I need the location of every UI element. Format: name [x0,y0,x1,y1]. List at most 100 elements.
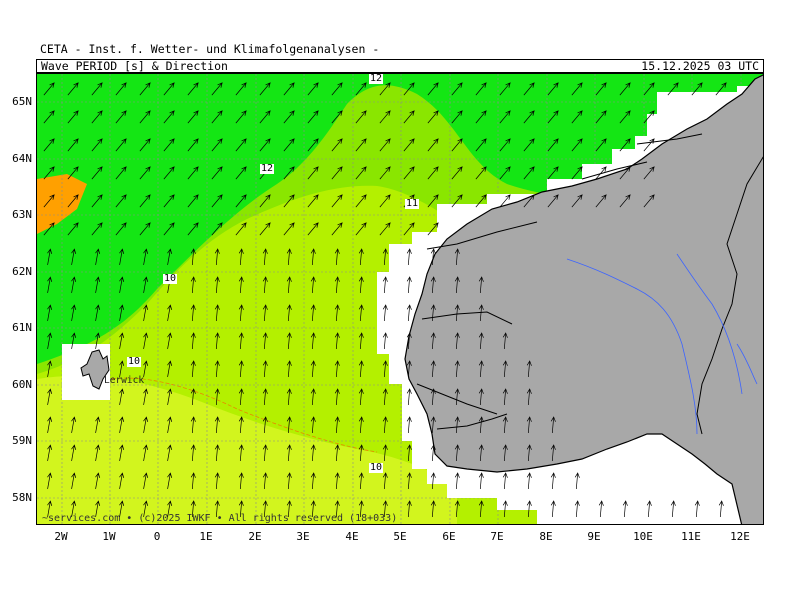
wave-arrow [715,82,727,96]
wave-arrow [430,360,436,378]
wave-arrow [67,82,79,96]
wave-arrow [358,388,364,406]
wave-arrow [91,138,103,152]
wave-arrow [259,110,271,124]
wave-arrow [283,166,295,180]
lat-label-58n: 58N [12,491,32,504]
wave-arrow [167,304,173,321]
contour-label-12: 12 [369,73,384,84]
wave-arrow [427,110,439,124]
wave-arrow [119,304,125,321]
wave-arrow [262,416,268,434]
wave-arrow [67,194,79,208]
lon-label-5e: 5E [393,530,407,543]
copyright-footer: ~services.com • (c)2025 IWKF • All right… [42,513,398,524]
wave-arrow [283,82,295,96]
wave-arrow [571,166,583,180]
wave-arrow [235,82,247,96]
lon-label-1w: 1W [102,530,116,543]
lat-label-63n: 63N [12,208,32,221]
wave-arrow [167,332,173,349]
wave-arrow [163,222,175,236]
wave-arrow [163,194,175,208]
wave-arrow [238,332,244,350]
wave-arrow [358,360,364,378]
wave-arrow [502,500,508,518]
wave-arrow [71,444,77,461]
wave-arrow [550,444,556,462]
wave-arrow [334,360,340,378]
wave-arrow [406,416,412,434]
wave-arrow [143,388,149,405]
wave-arrow [619,82,631,96]
wave-arrow [167,500,173,517]
wave-arrow [574,472,580,490]
wave-arrow [238,500,244,518]
wave-period-map[interactable] [36,73,764,525]
wave-arrow [379,222,391,236]
wave-arrow [547,166,559,180]
contour-label-10: 10 [369,462,384,473]
wave-arrow [310,248,316,266]
wave-arrow [403,82,415,96]
wave-arrow [406,332,412,350]
wave-arrow [211,138,223,152]
wave-arrow [355,110,367,124]
wave-arrow [430,304,436,322]
wave-arrow [47,248,53,265]
wave-arrow [622,500,628,518]
contour-label-10: 10 [127,356,142,367]
wave-arrow [502,444,508,462]
wave-arrow [262,360,268,378]
wave-arrow [286,472,292,490]
wave-arrow [526,360,532,378]
lat-label-62n: 62N [12,265,32,278]
wave-arrow [190,248,196,266]
wave-arrow [167,416,173,433]
wave-arrow [214,248,220,266]
wave-arrow [526,388,532,406]
wave-arrow [331,82,343,96]
wave-arrow [47,360,53,377]
wave-arrow [430,276,436,294]
wave-arrow [163,110,175,124]
wave-arrow [238,248,244,266]
wave-arrow [502,360,508,378]
wave-arrow [691,82,703,96]
wave-arrow [550,416,556,434]
wave-arrow [478,500,484,518]
lon-label-0: 0 [153,530,161,543]
wave-arrow [382,304,388,322]
lon-label-8e: 8E [539,530,553,543]
wave-arrow [91,110,103,124]
wave-arrow [310,416,316,434]
wave-arrow [47,276,53,293]
wave-arrow [91,166,103,180]
wave-arrow [526,472,532,490]
lon-label-9e: 9E [587,530,601,543]
wave-arrow [47,304,53,321]
wave-arrow [454,304,460,322]
wave-arrow [286,248,292,266]
wave-arrow [115,194,127,208]
wave-arrow [475,166,487,180]
wave-arrow [71,248,77,265]
wave-arrow [262,248,268,266]
wave-arrow [523,194,535,208]
wave-arrow [238,388,244,406]
wave-arrow [283,222,295,236]
wave-arrow [355,82,367,96]
wave-arrow [143,472,149,489]
wave-arrow [187,194,199,208]
wave-arrow [190,472,196,490]
wave-arrow [523,82,535,96]
valid-time: 15.12.2025 03 UTC [641,59,759,73]
wave-arrow [547,194,559,208]
wave-arrow [71,416,77,433]
wave-arrow [214,416,220,434]
wave-arrow [427,194,439,208]
wave-arrow [430,248,436,266]
wave-arrow [262,388,268,406]
wave-arrow [139,138,151,152]
wave-arrow [595,166,607,180]
